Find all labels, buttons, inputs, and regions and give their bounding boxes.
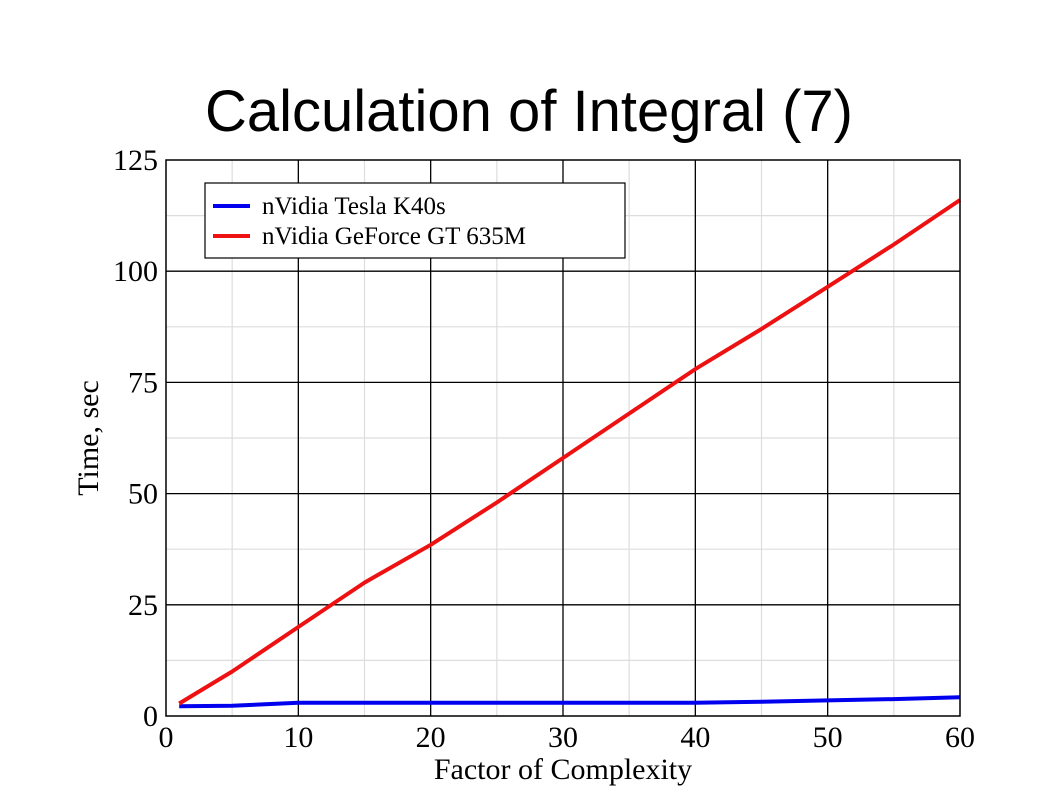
plot-frame xyxy=(165,159,961,717)
x-tick-label: 50 xyxy=(813,721,843,754)
legend: nVidia Tesla K40s nVidia GeForce GT 635M xyxy=(204,182,626,259)
series-line-1 xyxy=(179,695,961,709)
y-tick-label: 0 xyxy=(143,700,158,733)
series-lines xyxy=(178,198,962,709)
y-tick-label: 50 xyxy=(128,478,158,511)
x-tick-label: 30 xyxy=(548,721,578,754)
y-tick-label: 25 xyxy=(128,589,158,622)
y-tick-label: 100 xyxy=(113,255,158,288)
legend-label-1: nVidia Tesla K40s xyxy=(262,193,446,220)
legend-box xyxy=(204,182,626,259)
tick-labels: 0 10 20 30 40 50 60 0 25 50 75 100 125 xyxy=(113,144,975,754)
y-tick-label: 125 xyxy=(113,144,158,177)
series-line-2 xyxy=(178,198,962,706)
x-axis-label: Factor of Complexity xyxy=(434,753,692,786)
x-tick-label: 40 xyxy=(680,721,710,754)
x-tick-label: 60 xyxy=(945,721,975,754)
x-tick-label: 10 xyxy=(283,721,313,754)
legend-label-2: nVidia GeForce GT 635M xyxy=(262,223,526,250)
x-tick-label: 0 xyxy=(159,721,174,754)
y-axis-label: Time, sec xyxy=(72,380,105,496)
x-tick-label: 20 xyxy=(416,721,446,754)
slide-title: Calculation of Integral (7) xyxy=(205,79,853,144)
y-tick-label: 75 xyxy=(128,366,158,399)
